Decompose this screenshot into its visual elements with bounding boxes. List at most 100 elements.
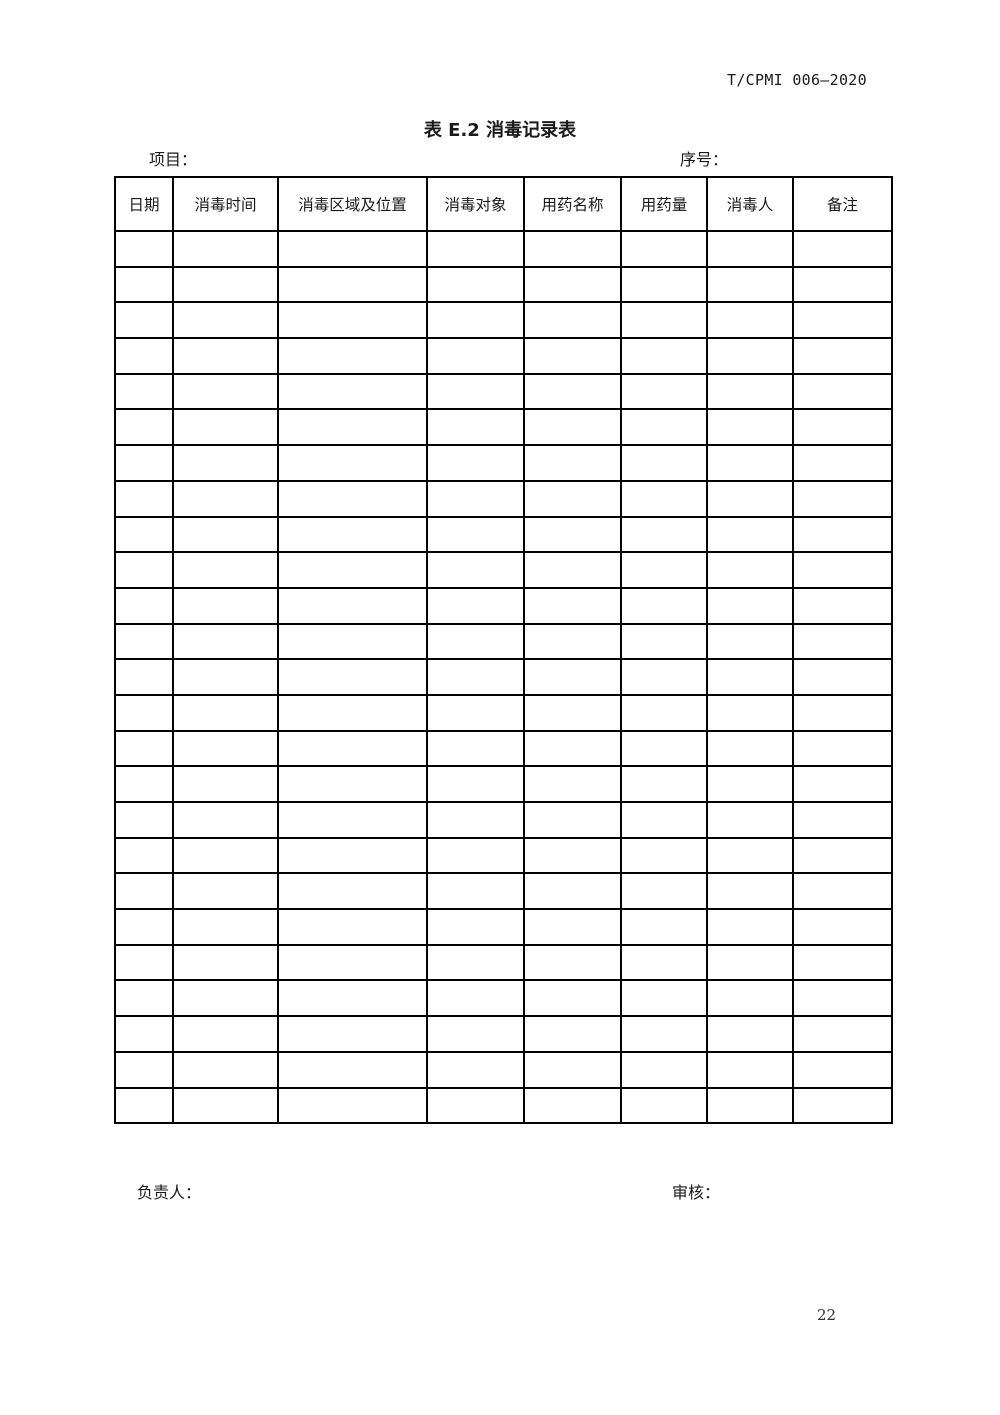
empty-cell xyxy=(277,301,428,340)
empty-cell xyxy=(792,836,893,875)
empty-cell xyxy=(277,872,428,911)
empty-cell xyxy=(114,908,174,946)
empty-cell xyxy=(172,801,279,839)
empty-cell xyxy=(523,230,622,268)
empty-cell xyxy=(114,408,174,447)
empty-cell xyxy=(426,765,525,803)
empty-cell xyxy=(792,551,893,589)
empty-cell xyxy=(172,1086,279,1125)
table-row xyxy=(114,337,893,375)
empty-cell xyxy=(277,586,428,625)
empty-cell xyxy=(706,372,794,411)
empty-cell xyxy=(426,622,525,661)
empty-cell xyxy=(277,1015,428,1053)
empty-cell xyxy=(706,943,794,982)
empty-cell xyxy=(620,765,708,803)
empty-cell xyxy=(277,1086,428,1125)
empty-cell xyxy=(114,872,174,911)
empty-cell xyxy=(620,1015,708,1053)
empty-cell xyxy=(620,479,708,518)
empty-cell xyxy=(523,265,622,304)
empty-cell xyxy=(277,551,428,589)
empty-cell xyxy=(523,372,622,411)
empty-cell xyxy=(277,408,428,447)
empty-cell xyxy=(523,551,622,589)
column-header: 消毒对象 xyxy=(426,176,525,232)
serial-number-label: 序号： xyxy=(680,152,729,169)
empty-cell xyxy=(792,301,893,340)
empty-cell xyxy=(114,444,174,482)
empty-cell xyxy=(114,658,174,696)
table-row xyxy=(114,765,893,803)
empty-cell xyxy=(426,1086,525,1125)
empty-cell xyxy=(277,979,428,1018)
table-row xyxy=(114,479,893,518)
empty-cell xyxy=(277,230,428,268)
empty-cell xyxy=(706,908,794,946)
empty-cell xyxy=(620,872,708,911)
empty-cell xyxy=(620,658,708,696)
empty-cell xyxy=(792,693,893,732)
empty-cell xyxy=(792,372,893,411)
empty-cell xyxy=(523,408,622,447)
empty-cell xyxy=(706,1015,794,1053)
empty-cell xyxy=(620,408,708,447)
empty-cell xyxy=(620,979,708,1018)
empty-cell xyxy=(426,230,525,268)
empty-cell xyxy=(706,479,794,518)
empty-cell xyxy=(706,586,794,625)
empty-cell xyxy=(172,836,279,875)
reviewer-label: 审核： xyxy=(672,1185,721,1202)
table-row xyxy=(114,622,893,661)
column-header: 消毒人 xyxy=(706,176,794,232)
table-row xyxy=(114,444,893,482)
empty-cell xyxy=(114,836,174,875)
empty-cell xyxy=(792,1086,893,1125)
empty-cell xyxy=(706,408,794,447)
empty-cell xyxy=(523,979,622,1018)
empty-cell xyxy=(792,408,893,447)
empty-cell xyxy=(172,515,279,554)
empty-cell xyxy=(426,551,525,589)
column-header: 用药名称 xyxy=(523,176,622,232)
empty-cell xyxy=(426,515,525,554)
empty-cell xyxy=(523,658,622,696)
empty-cell xyxy=(172,372,279,411)
empty-cell xyxy=(620,943,708,982)
empty-cell xyxy=(523,908,622,946)
empty-cell xyxy=(706,836,794,875)
empty-cell xyxy=(114,372,174,411)
table-row xyxy=(114,515,893,554)
empty-cell xyxy=(172,230,279,268)
empty-cell xyxy=(114,586,174,625)
empty-cell xyxy=(426,908,525,946)
empty-cell xyxy=(426,979,525,1018)
empty-cell xyxy=(172,729,279,768)
empty-cell xyxy=(620,337,708,375)
empty-cell xyxy=(426,479,525,518)
empty-cell xyxy=(792,1050,893,1089)
empty-cell xyxy=(114,1050,174,1089)
empty-cell xyxy=(277,479,428,518)
empty-cell xyxy=(706,1086,794,1125)
empty-cell xyxy=(523,801,622,839)
table-row xyxy=(114,908,893,946)
empty-cell xyxy=(792,230,893,268)
empty-cell xyxy=(706,301,794,340)
empty-cell xyxy=(172,586,279,625)
empty-cell xyxy=(706,658,794,696)
empty-cell xyxy=(172,265,279,304)
empty-cell xyxy=(114,301,174,340)
empty-cell xyxy=(620,230,708,268)
empty-cell xyxy=(172,551,279,589)
table-row xyxy=(114,230,893,268)
empty-cell xyxy=(523,765,622,803)
table-row xyxy=(114,1050,893,1089)
empty-cell xyxy=(706,551,794,589)
empty-cell xyxy=(172,908,279,946)
empty-cell xyxy=(277,943,428,982)
empty-cell xyxy=(277,1050,428,1089)
empty-cell xyxy=(114,693,174,732)
empty-cell xyxy=(620,729,708,768)
